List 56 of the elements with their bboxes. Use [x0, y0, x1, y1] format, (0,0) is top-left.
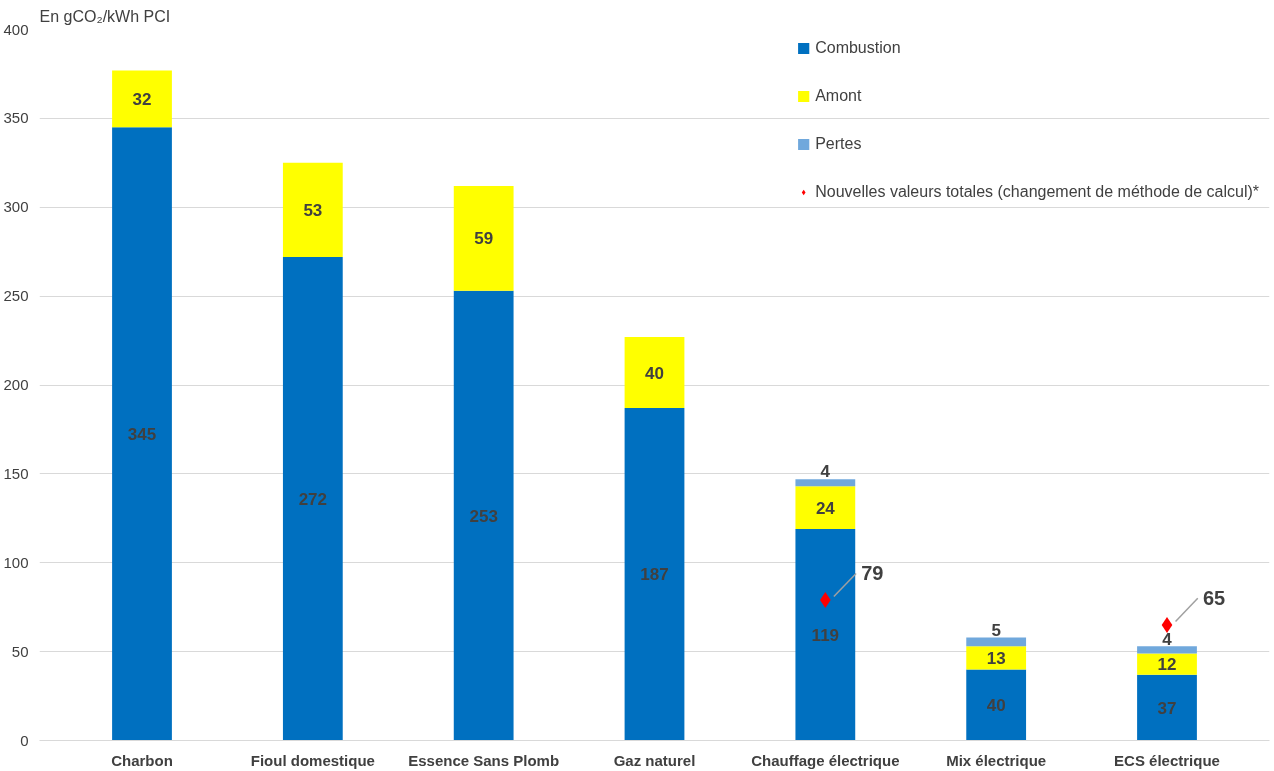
y-tick-label: 300: [3, 198, 29, 216]
bar: [966, 637, 1027, 647]
y-tick-label: 350: [3, 109, 29, 127]
data-label: 5: [991, 620, 1001, 640]
x-tick-label: Essence Sans Plomb: [408, 751, 560, 769]
bar: [624, 408, 685, 741]
bar: [624, 337, 685, 409]
bar: [1137, 646, 1197, 654]
data-label: 253: [469, 506, 498, 526]
legend-label: Nouvelles valeurs totales (changement de méthode de calcul)*: [815, 183, 1259, 201]
data-label: 4: [1162, 629, 1173, 649]
data-label: 59: [474, 229, 494, 249]
y-tick-label: 50: [11, 642, 29, 660]
y-tick-label: 200: [3, 376, 29, 393]
y-tick-label: 400: [3, 20, 29, 38]
y-axis-title: En gCO₂/kWh PCI: [39, 7, 171, 25]
data-label: 272: [298, 489, 328, 509]
y-tick-label: 100: [3, 553, 29, 571]
bar: [1137, 653, 1197, 675]
bar: [112, 127, 172, 741]
bar: [966, 669, 1027, 741]
legend-label: Pertes: [815, 135, 862, 153]
x-tick-label: Mix électrique: [946, 751, 1047, 769]
data-label: 187: [640, 565, 669, 585]
data-label: 4: [820, 462, 831, 482]
y-tick-label: 150: [3, 464, 29, 482]
bar: [112, 70, 172, 128]
y-tick-label: 250: [3, 287, 29, 305]
x-tick-label: ECS électrique: [1114, 751, 1220, 769]
bar: [795, 528, 856, 741]
x-tick-label: Charbon: [111, 751, 173, 769]
bar: [795, 479, 856, 487]
data-label: 32: [132, 89, 152, 109]
data-label: 79: [861, 562, 884, 585]
data-label: 345: [127, 424, 157, 444]
data-label: 53: [303, 200, 323, 220]
data-label: 40: [986, 695, 1006, 715]
legend-label: Combustion: [815, 39, 901, 57]
data-label: 13: [986, 648, 1006, 668]
bar: [795, 486, 856, 529]
bar: [453, 290, 514, 741]
bar: [453, 185, 514, 291]
bar: [282, 257, 343, 741]
x-tick-label: Gaz naturel: [613, 751, 696, 769]
y-tick-label: 0: [20, 731, 29, 749]
data-label: 65: [1202, 587, 1226, 610]
legend-label: Amont: [815, 87, 862, 105]
data-label: 12: [1157, 655, 1177, 675]
data-label: 40: [645, 363, 664, 383]
data-label: 119: [811, 625, 840, 645]
x-tick-label: Fioul domestique: [250, 751, 375, 769]
x-tick-label: Chauffage électrique: [751, 751, 900, 769]
bar: [282, 162, 343, 258]
data-label: 37: [1157, 698, 1177, 718]
data-label: 24: [815, 498, 836, 518]
bar: [1137, 674, 1197, 741]
